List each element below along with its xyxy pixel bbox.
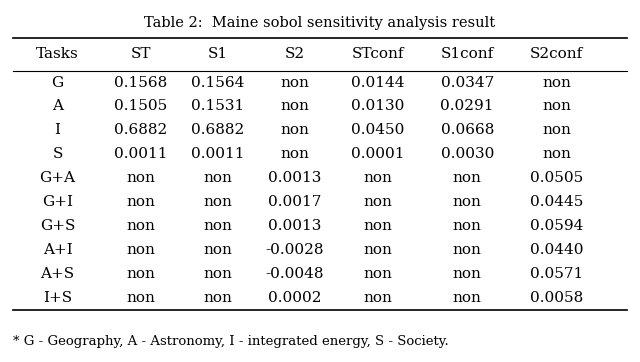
Text: 0.1505: 0.1505: [114, 100, 168, 113]
Text: non: non: [452, 267, 482, 281]
Text: non: non: [542, 100, 572, 113]
Text: ST: ST: [131, 47, 151, 61]
Text: non: non: [126, 243, 156, 257]
Text: non: non: [203, 171, 232, 185]
Text: 0.0011: 0.0011: [114, 147, 168, 161]
Text: 0.0002: 0.0002: [268, 291, 321, 304]
Text: non: non: [452, 243, 482, 257]
Text: non: non: [452, 219, 482, 233]
Text: A+S: A+S: [40, 267, 75, 281]
Text: non: non: [452, 195, 482, 209]
Text: non: non: [203, 243, 232, 257]
Text: 0.0668: 0.0668: [440, 123, 494, 137]
Text: non: non: [363, 291, 392, 304]
Text: non: non: [363, 195, 392, 209]
Text: 0.0013: 0.0013: [268, 171, 321, 185]
Text: 0.0594: 0.0594: [530, 219, 584, 233]
Text: S2conf: S2conf: [530, 47, 584, 61]
Text: 0.0445: 0.0445: [530, 195, 584, 209]
Text: * G - Geography, A - Astronomy, I - integrated energy, S - Society.: * G - Geography, A - Astronomy, I - inte…: [13, 334, 449, 348]
Text: 0.0440: 0.0440: [530, 243, 584, 257]
Text: non: non: [363, 171, 392, 185]
Text: 0.0001: 0.0001: [351, 147, 404, 161]
Text: non: non: [126, 195, 156, 209]
Text: S: S: [52, 147, 63, 161]
Text: non: non: [126, 219, 156, 233]
Text: non: non: [363, 243, 392, 257]
Text: 0.0030: 0.0030: [440, 147, 494, 161]
Text: non: non: [363, 267, 392, 281]
Text: A+I: A+I: [43, 243, 72, 257]
Text: -0.0028: -0.0028: [265, 243, 324, 257]
Text: 0.1568: 0.1568: [114, 76, 168, 89]
Text: A: A: [52, 100, 63, 113]
Text: I: I: [54, 123, 61, 137]
Text: 0.6882: 0.6882: [114, 123, 168, 137]
Text: 0.0144: 0.0144: [351, 76, 404, 89]
Text: 0.0505: 0.0505: [530, 171, 584, 185]
Text: 0.0450: 0.0450: [351, 123, 404, 137]
Text: -0.0048: -0.0048: [265, 267, 324, 281]
Text: non: non: [452, 171, 482, 185]
Text: 0.1531: 0.1531: [191, 100, 244, 113]
Text: S1conf: S1conf: [440, 47, 494, 61]
Text: Table 2:  Maine sobol sensitivity analysis result: Table 2: Maine sobol sensitivity analysi…: [145, 16, 495, 30]
Text: STconf: STconf: [351, 47, 404, 61]
Text: 0.0011: 0.0011: [191, 147, 244, 161]
Text: S2: S2: [284, 47, 305, 61]
Text: non: non: [542, 76, 572, 89]
Text: non: non: [542, 147, 572, 161]
Text: 0.0058: 0.0058: [530, 291, 584, 304]
Text: 0.0291: 0.0291: [440, 100, 494, 113]
Text: 0.0130: 0.0130: [351, 100, 404, 113]
Text: non: non: [203, 195, 232, 209]
Text: G: G: [51, 76, 64, 89]
Text: Tasks: Tasks: [36, 47, 79, 61]
Text: 0.0347: 0.0347: [440, 76, 494, 89]
Text: 0.0013: 0.0013: [268, 219, 321, 233]
Text: non: non: [126, 267, 156, 281]
Text: non: non: [542, 123, 572, 137]
Text: non: non: [452, 291, 482, 304]
Text: non: non: [280, 123, 309, 137]
Text: 0.0571: 0.0571: [530, 267, 584, 281]
Text: non: non: [203, 291, 232, 304]
Text: non: non: [126, 291, 156, 304]
Text: 0.0017: 0.0017: [268, 195, 321, 209]
Text: non: non: [280, 147, 309, 161]
Text: G+A: G+A: [40, 171, 76, 185]
Text: G+S: G+S: [40, 219, 76, 233]
Text: non: non: [280, 76, 309, 89]
Text: non: non: [203, 267, 232, 281]
Text: G+I: G+I: [42, 195, 73, 209]
Text: S1: S1: [207, 47, 228, 61]
Text: 0.1564: 0.1564: [191, 76, 244, 89]
Text: 0.6882: 0.6882: [191, 123, 244, 137]
Text: I+S: I+S: [43, 291, 72, 304]
Text: non: non: [280, 100, 309, 113]
Text: non: non: [203, 219, 232, 233]
Text: non: non: [363, 219, 392, 233]
Text: non: non: [126, 171, 156, 185]
